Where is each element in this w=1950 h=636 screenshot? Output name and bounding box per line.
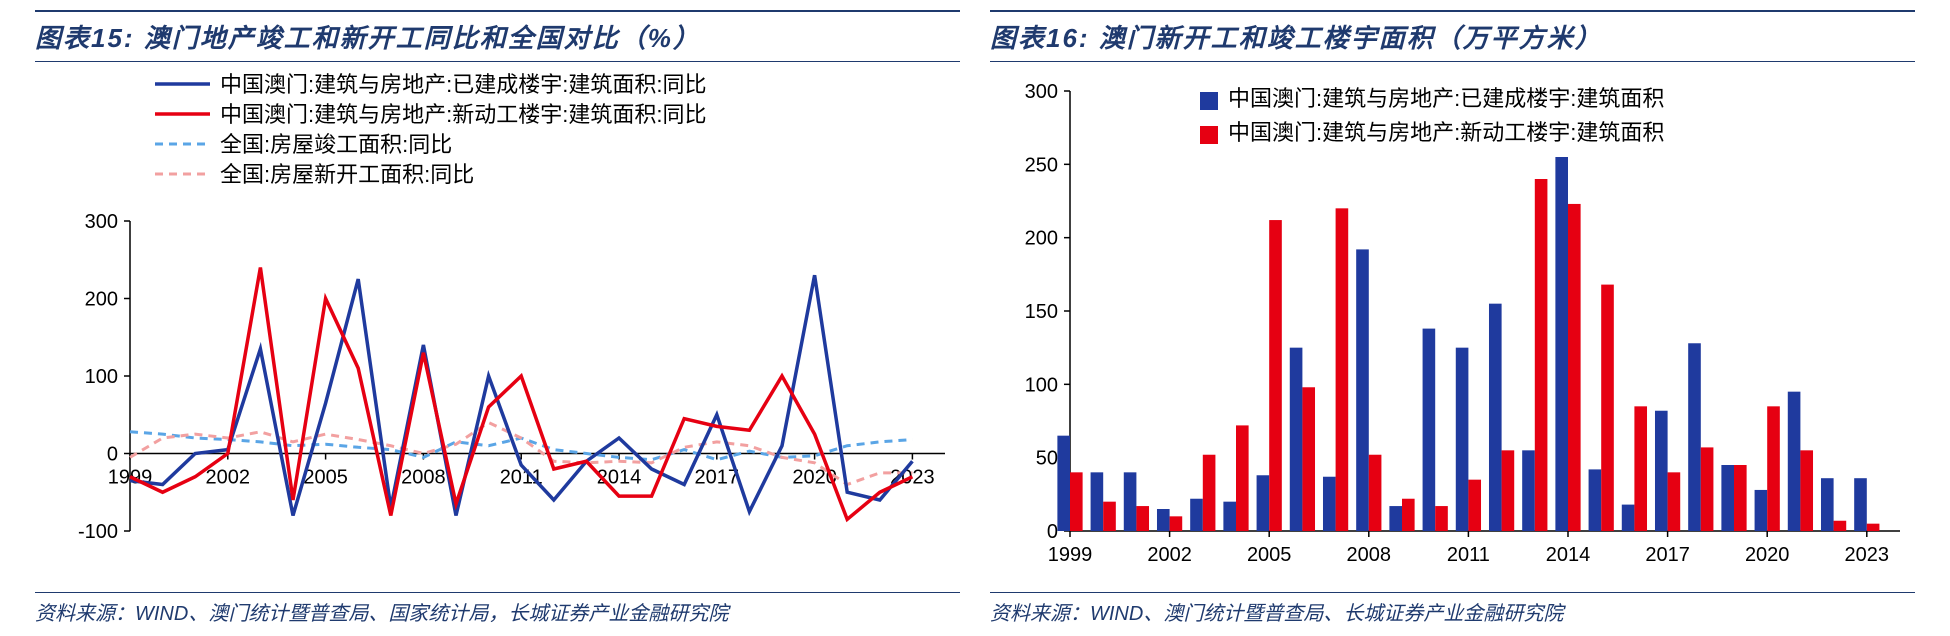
svg-text:0: 0 — [1047, 521, 1058, 543]
bar-chart: 0 50 100 150 200 250 300 1999 2002 2005 2008 2011 20… — [990, 66, 1915, 592]
chart-title: 图表16: 澳门新开工和竣工楼宇面积（万平方米） — [990, 23, 1603, 53]
chart-footer-row: 资料来源：WIND、澳门统计暨普查局、国家统计局，长城证券产业金融研究院 — [35, 592, 960, 626]
svg-text:2011: 2011 — [1447, 544, 1490, 566]
svg-text:150: 150 — [1025, 301, 1058, 323]
chart-title-row: 图表16: 澳门新开工和竣工楼宇面积（万平方米） — [990, 10, 1915, 62]
svg-text:100: 100 — [1025, 374, 1058, 396]
svg-text:50: 50 — [1036, 448, 1058, 470]
svg-text:中国澳门:建筑与房地产:新动工楼宇:建筑面积: 中国澳门:建筑与房地产:新动工楼宇:建筑面积 — [1228, 120, 1664, 145]
svg-text:-100: -100 — [78, 521, 118, 543]
svg-text:中国澳门:建筑与房地产:已建成楼宇:建筑面积: 中国澳门:建筑与房地产:已建成楼宇:建筑面积 — [1228, 86, 1664, 111]
svg-text:2017: 2017 — [695, 467, 740, 489]
svg-text:2020: 2020 — [1745, 544, 1790, 566]
svg-text:200: 200 — [1025, 228, 1058, 250]
svg-text:250: 250 — [1025, 154, 1058, 176]
svg-text:2017: 2017 — [1645, 544, 1690, 566]
svg-text:2011: 2011 — [500, 467, 543, 489]
svg-text:2002: 2002 — [1147, 544, 1192, 566]
svg-text:2008: 2008 — [1347, 544, 1392, 566]
svg-text:2005: 2005 — [1247, 544, 1292, 566]
svg-text:2002: 2002 — [206, 467, 251, 489]
svg-text:0: 0 — [107, 444, 118, 466]
chart-footer-row: 资料来源：WIND、澳门统计暨普查局、长城证券产业金融研究院 — [990, 592, 1915, 626]
chart-title: 图表15: 澳门地产竣工和新开工同比和全国对比（%） — [35, 23, 701, 53]
svg-text:2008: 2008 — [401, 467, 446, 489]
svg-text:2023: 2023 — [1845, 544, 1890, 566]
svg-text:全国:房屋竣工面积:同比: 全国:房屋竣工面积:同比 — [220, 132, 452, 157]
chart-title-row: 图表15: 澳门地产竣工和新开工同比和全国对比（%） — [35, 10, 960, 62]
svg-text:100: 100 — [85, 366, 118, 388]
svg-text:300: 300 — [85, 211, 118, 233]
svg-text:1999: 1999 — [1048, 544, 1093, 566]
svg-text:中国澳门:建筑与房地产:已建成楼宇:建筑面积:同比: 中国澳门:建筑与房地产:已建成楼宇:建筑面积:同比 — [220, 72, 706, 97]
svg-text:2014: 2014 — [1546, 544, 1591, 566]
svg-text:200: 200 — [85, 289, 118, 311]
page: 图表15: 澳门地产竣工和新开工同比和全国对比（%） -100 0 100 200 30… — [0, 0, 1950, 636]
chart-source: 资料来源：WIND、澳门统计暨普查局、国家统计局，长城证券产业金融研究院 — [35, 603, 728, 625]
svg-text:300: 300 — [1025, 81, 1058, 103]
line-chart: -100010020030019992002200520082011201420… — [35, 66, 960, 592]
svg-text:2005: 2005 — [303, 467, 348, 489]
bar-chart-svg: 0 50 100 150 200 250 300 1999 2002 2005 2008 2011 20… — [990, 66, 1920, 576]
chart-source: 资料来源：WIND、澳门统计暨普查局、长城证券产业金融研究院 — [990, 603, 1563, 625]
left-panel: 图表15: 澳门地产竣工和新开工同比和全国对比（%） -100 0 100 200 30… — [20, 10, 975, 626]
right-panel: 图表16: 澳门新开工和竣工楼宇面积（万平方米） 0 50 100 150 200 250… — [975, 10, 1930, 626]
line-chart-svg: -100010020030019992002200520082011201420… — [35, 66, 965, 576]
svg-text:中国澳门:建筑与房地产:新动工楼宇:建筑面积:同比: 中国澳门:建筑与房地产:新动工楼宇:建筑面积:同比 — [220, 102, 706, 127]
svg-text:全国:房屋新开工面积:同比: 全国:房屋新开工面积:同比 — [220, 162, 474, 187]
